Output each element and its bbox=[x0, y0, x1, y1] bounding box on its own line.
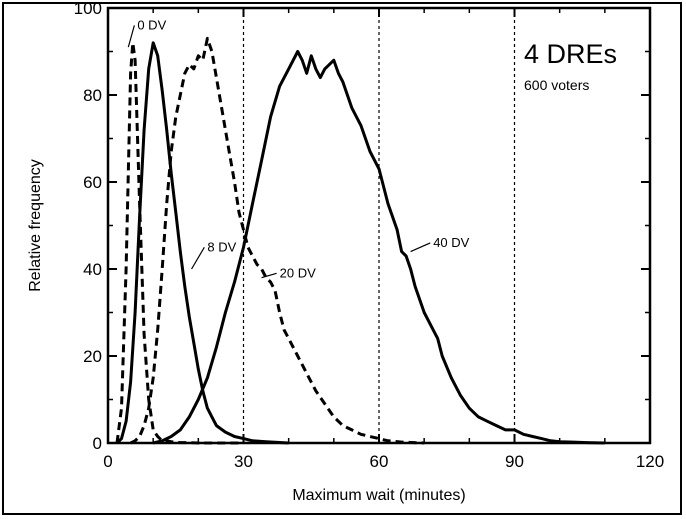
axis-ticks: 0 30 60 90 120 0 20 40 60 80 100 bbox=[74, 0, 665, 471]
x-tick-label: 60 bbox=[370, 452, 389, 471]
label-leader bbox=[127, 25, 135, 48]
x-tick-label: 30 bbox=[234, 452, 253, 471]
reference-lines bbox=[242, 8, 516, 443]
series-line-4 bbox=[152, 50, 605, 445]
series-label: 0 DV bbox=[137, 17, 166, 32]
label-leader bbox=[191, 246, 205, 270]
y-tick-label: 60 bbox=[83, 173, 102, 192]
y-tick-label: 20 bbox=[83, 347, 102, 366]
series-label: 8 DV bbox=[207, 239, 236, 254]
x-tick-label: 120 bbox=[636, 452, 664, 471]
x-axis-title: Maximum wait (minutes) bbox=[292, 487, 465, 504]
series-label: 20 DV bbox=[280, 265, 316, 280]
series-line-2 bbox=[115, 41, 289, 445]
y-tick-label: 0 bbox=[93, 434, 102, 453]
annotation-group: 0 DV 8 DV 20 DV 40 DV bbox=[127, 17, 470, 280]
series-line-3 bbox=[129, 36, 425, 445]
y-axis-title: Relative frequency bbox=[27, 159, 44, 292]
series-group bbox=[115, 36, 605, 445]
label-leader bbox=[261, 272, 277, 279]
chart-annotation-subtitle: 600 voters bbox=[524, 77, 589, 93]
x-tick-label: 90 bbox=[505, 452, 524, 471]
y-tick-label: 80 bbox=[83, 86, 102, 105]
y-tick-label: 100 bbox=[74, 0, 102, 18]
y-tick-label: 40 bbox=[83, 260, 102, 279]
series-label: 40 DV bbox=[433, 235, 469, 250]
label-leader bbox=[410, 242, 431, 253]
x-tick-label: 0 bbox=[103, 452, 112, 471]
chart-annotation-title: 4 DREs bbox=[524, 39, 617, 69]
figure-frame bbox=[2, 2, 682, 515]
